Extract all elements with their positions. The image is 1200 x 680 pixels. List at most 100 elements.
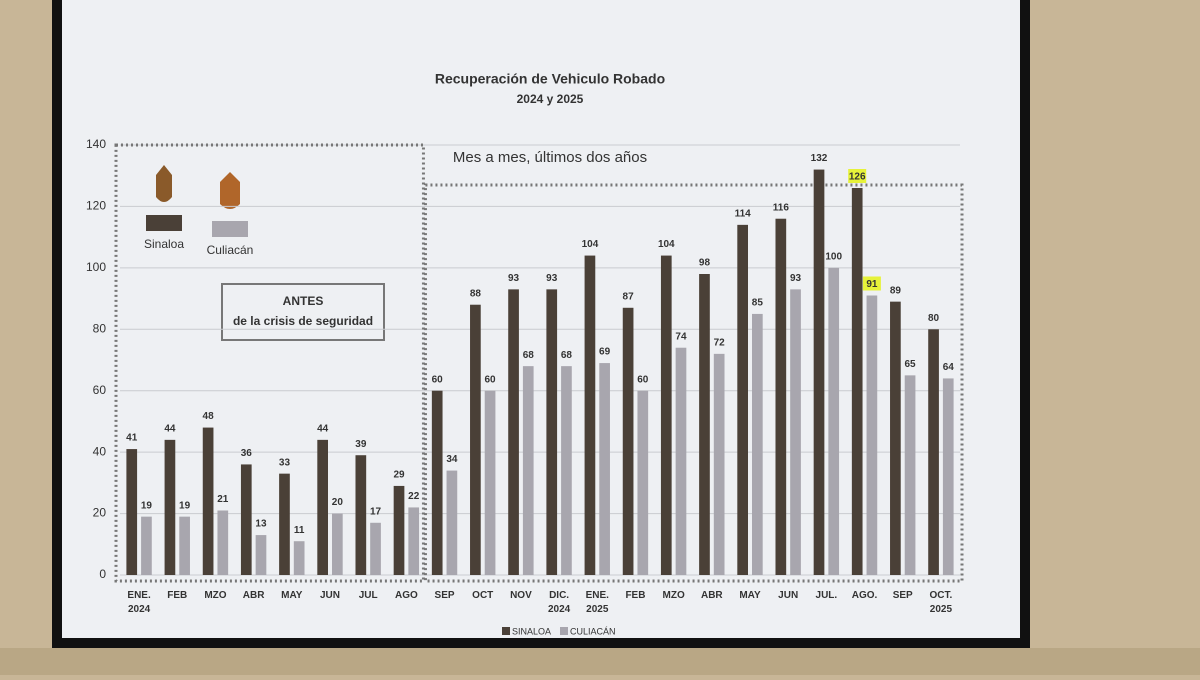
value-label: 17 xyxy=(370,506,382,517)
value-label: 48 xyxy=(203,411,215,422)
x-tick-line: SEP xyxy=(893,590,913,601)
value-label: 64 xyxy=(943,362,955,373)
x-tick-line: OCT xyxy=(472,590,493,601)
x-tick-line: AGO xyxy=(395,590,418,601)
x-tick-line: MAY xyxy=(281,590,303,601)
x-tick-label: JUN xyxy=(778,590,798,601)
value-label: 93 xyxy=(508,273,520,284)
bar xyxy=(126,449,138,575)
value-label: 19 xyxy=(179,500,191,511)
value-label: 69 xyxy=(599,347,611,358)
value-label: 36 xyxy=(241,448,253,459)
sinaloa-emblem xyxy=(156,165,172,202)
legend-swatch xyxy=(560,627,568,635)
bar xyxy=(637,390,649,575)
x-tick-line: 2025 xyxy=(930,604,953,615)
bar xyxy=(393,485,405,575)
x-tick-line: JUL xyxy=(359,590,378,601)
bar xyxy=(752,313,763,575)
bar xyxy=(255,535,267,575)
x-tick-label: OCT xyxy=(472,590,493,601)
value-label: 91 xyxy=(866,279,878,290)
x-tick-line: JUN xyxy=(320,590,340,601)
bar xyxy=(737,224,748,575)
x-tick-line: FEB xyxy=(167,590,187,601)
bar xyxy=(370,522,381,575)
annotation-box xyxy=(221,283,385,341)
y-tick-label: 0 xyxy=(99,567,106,581)
x-tick-label: OCT. 2025 xyxy=(930,590,953,615)
x-tick-label: SEP xyxy=(435,590,455,601)
bar xyxy=(675,347,687,575)
bar xyxy=(866,295,878,575)
bar xyxy=(202,427,214,575)
value-label: 20 xyxy=(332,497,344,508)
x-tick-line: ABR xyxy=(243,590,265,601)
x-tick-line: 2024 xyxy=(128,604,151,615)
bar xyxy=(851,188,863,575)
bar xyxy=(240,464,252,575)
legend-label: Culiacán xyxy=(207,243,254,257)
bar xyxy=(408,507,420,575)
bar xyxy=(928,329,939,575)
value-label: 126 xyxy=(849,172,866,183)
bar xyxy=(561,366,572,575)
bar xyxy=(470,304,481,575)
x-tick-label: MZO xyxy=(663,590,685,601)
bar xyxy=(317,439,328,575)
value-label: 22 xyxy=(408,491,420,502)
bar xyxy=(790,289,801,575)
value-label: 74 xyxy=(675,331,687,342)
bar xyxy=(546,289,558,575)
value-label: 116 xyxy=(773,202,790,213)
value-label: 114 xyxy=(735,208,752,219)
x-tick-label: FEB xyxy=(167,590,187,601)
x-tick-label: JUL. xyxy=(816,590,838,601)
bar xyxy=(279,473,290,575)
value-label: 89 xyxy=(890,285,902,296)
value-label: 104 xyxy=(658,239,675,250)
chart-title: Recuperación de Vehiculo Robado xyxy=(435,71,665,87)
value-label: 100 xyxy=(825,251,842,262)
x-tick-label: JUL xyxy=(359,590,378,601)
x-tick-label: MAY xyxy=(739,590,761,601)
x-tick-label: ABR xyxy=(701,590,723,601)
bar xyxy=(775,218,787,575)
period-box xyxy=(423,183,964,583)
value-label: 60 xyxy=(432,374,444,385)
value-label: 13 xyxy=(255,519,267,530)
y-tick-label: 120 xyxy=(86,199,106,213)
x-tick-line: ENE. xyxy=(127,590,151,601)
value-label: 65 xyxy=(905,359,917,370)
bar xyxy=(431,390,443,575)
value-label: 29 xyxy=(393,470,405,481)
bar xyxy=(813,169,825,576)
bar xyxy=(293,541,305,575)
bar xyxy=(484,390,496,575)
bar xyxy=(713,353,725,575)
value-label: 104 xyxy=(582,239,599,250)
bar xyxy=(699,274,710,575)
bar xyxy=(217,510,229,575)
legend-label: SINALOA xyxy=(512,626,551,636)
bar xyxy=(446,470,458,575)
value-label: 41 xyxy=(126,433,138,444)
value-label: 98 xyxy=(699,258,711,269)
y-tick-label: 140 xyxy=(86,137,106,151)
value-label: 44 xyxy=(164,423,176,434)
x-tick-label: DIC. 2024 xyxy=(548,590,571,615)
legend-swatch xyxy=(502,627,510,635)
value-label: 68 xyxy=(523,350,535,361)
legend-swatch xyxy=(146,215,182,231)
value-label: 87 xyxy=(623,291,635,302)
value-label: 44 xyxy=(317,423,329,434)
chart-caption: Mes a mes, últimos dos años xyxy=(453,149,647,166)
value-label: 68 xyxy=(561,350,573,361)
x-tick-label: ABR xyxy=(243,590,265,601)
x-tick-line: JUL. xyxy=(816,590,838,601)
bar xyxy=(332,513,343,575)
x-tick-line: FEB xyxy=(625,590,645,601)
bar xyxy=(508,289,519,575)
y-tick-label: 20 xyxy=(93,506,107,520)
